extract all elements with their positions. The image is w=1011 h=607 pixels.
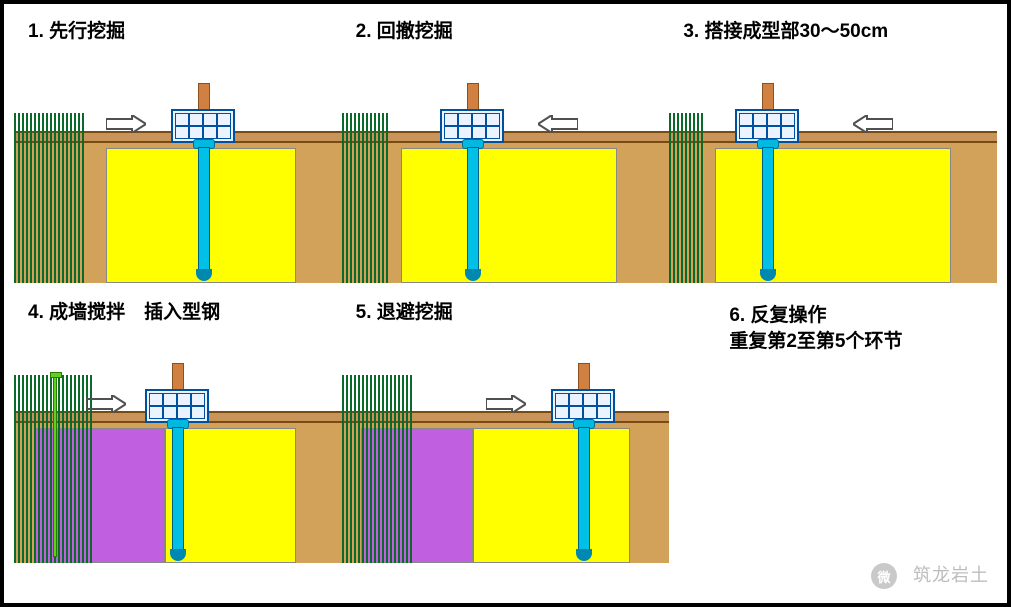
panel-3: 3. 搭接成型部30～50cm: [669, 12, 997, 293]
panel-4: 4. 成墙搅拌 插入型钢: [14, 293, 342, 574]
panel-2-label: 2. 回撤挖掘: [356, 16, 453, 43]
panel-3-label: 3. 搭接成型部30～50cm: [683, 16, 888, 43]
rig-mast: [762, 83, 774, 111]
rig-mast: [467, 83, 479, 111]
panel-6-label: 6. 反复操作 重复第2至第5个环节: [729, 303, 902, 356]
panel-5-stage: [342, 363, 670, 563]
direction-arrow: [106, 115, 146, 133]
rig-stem: [578, 427, 590, 551]
mixing-rig: [145, 363, 209, 563]
treated-zone-hatch: [342, 113, 401, 283]
panel-4-label: 4. 成墙搅拌 插入型钢: [28, 297, 220, 324]
rig-mast: [578, 363, 590, 391]
panel-2: 2. 回撤挖掘: [342, 12, 670, 293]
panel-2-stage: [342, 83, 670, 283]
rig-bit: [576, 549, 592, 561]
steel-beam: [53, 377, 57, 557]
direction-arrow: [86, 395, 126, 413]
panel-3-stage: [669, 83, 997, 283]
panel-1: 1. 先行挖掘: [14, 12, 342, 293]
mixing-rig: [440, 83, 504, 283]
rig-stem: [198, 147, 210, 271]
panel-5: 5. 退避挖掘: [342, 293, 670, 574]
panel-1-label: 1. 先行挖掘: [28, 16, 125, 43]
mixing-rig: [551, 363, 615, 563]
direction-arrow: [853, 115, 893, 133]
rig-carriage: [440, 109, 504, 143]
treated-zone-hatch: [342, 375, 434, 563]
mixing-rig: [735, 83, 799, 283]
rig-mast: [172, 363, 184, 391]
rig-carriage: [145, 389, 209, 423]
mixing-rig: [171, 83, 235, 283]
direction-arrow: [486, 395, 526, 413]
watermark-icon: 微: [871, 563, 897, 589]
rig-carriage: [551, 389, 615, 423]
steel-cap: [50, 372, 62, 378]
panel-4-stage: [14, 363, 342, 563]
panel-6: 6. 反复操作 重复第2至第5个环节: [669, 293, 997, 574]
rig-bit: [760, 269, 776, 281]
direction-arrow: [538, 115, 578, 133]
rig-bit: [465, 269, 481, 281]
rig-carriage: [171, 109, 235, 143]
surface: [669, 131, 997, 143]
panel-6-label-line2: 重复第2至第5个环节: [729, 329, 902, 356]
rig-carriage: [735, 109, 799, 143]
rig-stem: [172, 427, 184, 551]
diagram-frame: 1. 先行挖掘 2. 回撤挖掘: [0, 0, 1011, 607]
panel-5-label: 5. 退避挖掘: [356, 297, 453, 324]
excavation-zone: [401, 148, 617, 283]
rig-stem: [762, 147, 774, 271]
rig-mast: [198, 83, 210, 111]
treated-zone-hatch: [14, 113, 106, 283]
rig-stem: [467, 147, 479, 271]
rig-bit: [170, 549, 186, 561]
rig-bit: [196, 269, 212, 281]
panel-6-label-line1: 6. 反复操作: [729, 303, 902, 330]
watermark-text: 筑龙岩土: [913, 561, 989, 587]
treated-zone-hatch: [669, 113, 715, 283]
panel-1-stage: [14, 83, 342, 283]
